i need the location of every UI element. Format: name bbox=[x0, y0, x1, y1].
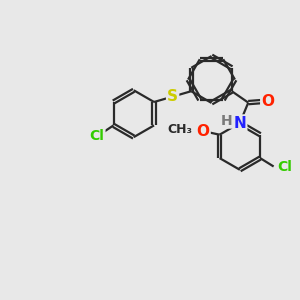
Text: N: N bbox=[233, 116, 246, 130]
Text: Cl: Cl bbox=[90, 129, 104, 143]
Text: O: O bbox=[261, 94, 274, 109]
Text: O: O bbox=[196, 124, 210, 139]
Text: S: S bbox=[167, 89, 178, 104]
Text: Cl: Cl bbox=[278, 160, 292, 173]
Text: CH₃: CH₃ bbox=[167, 123, 192, 136]
Text: H: H bbox=[220, 114, 232, 128]
